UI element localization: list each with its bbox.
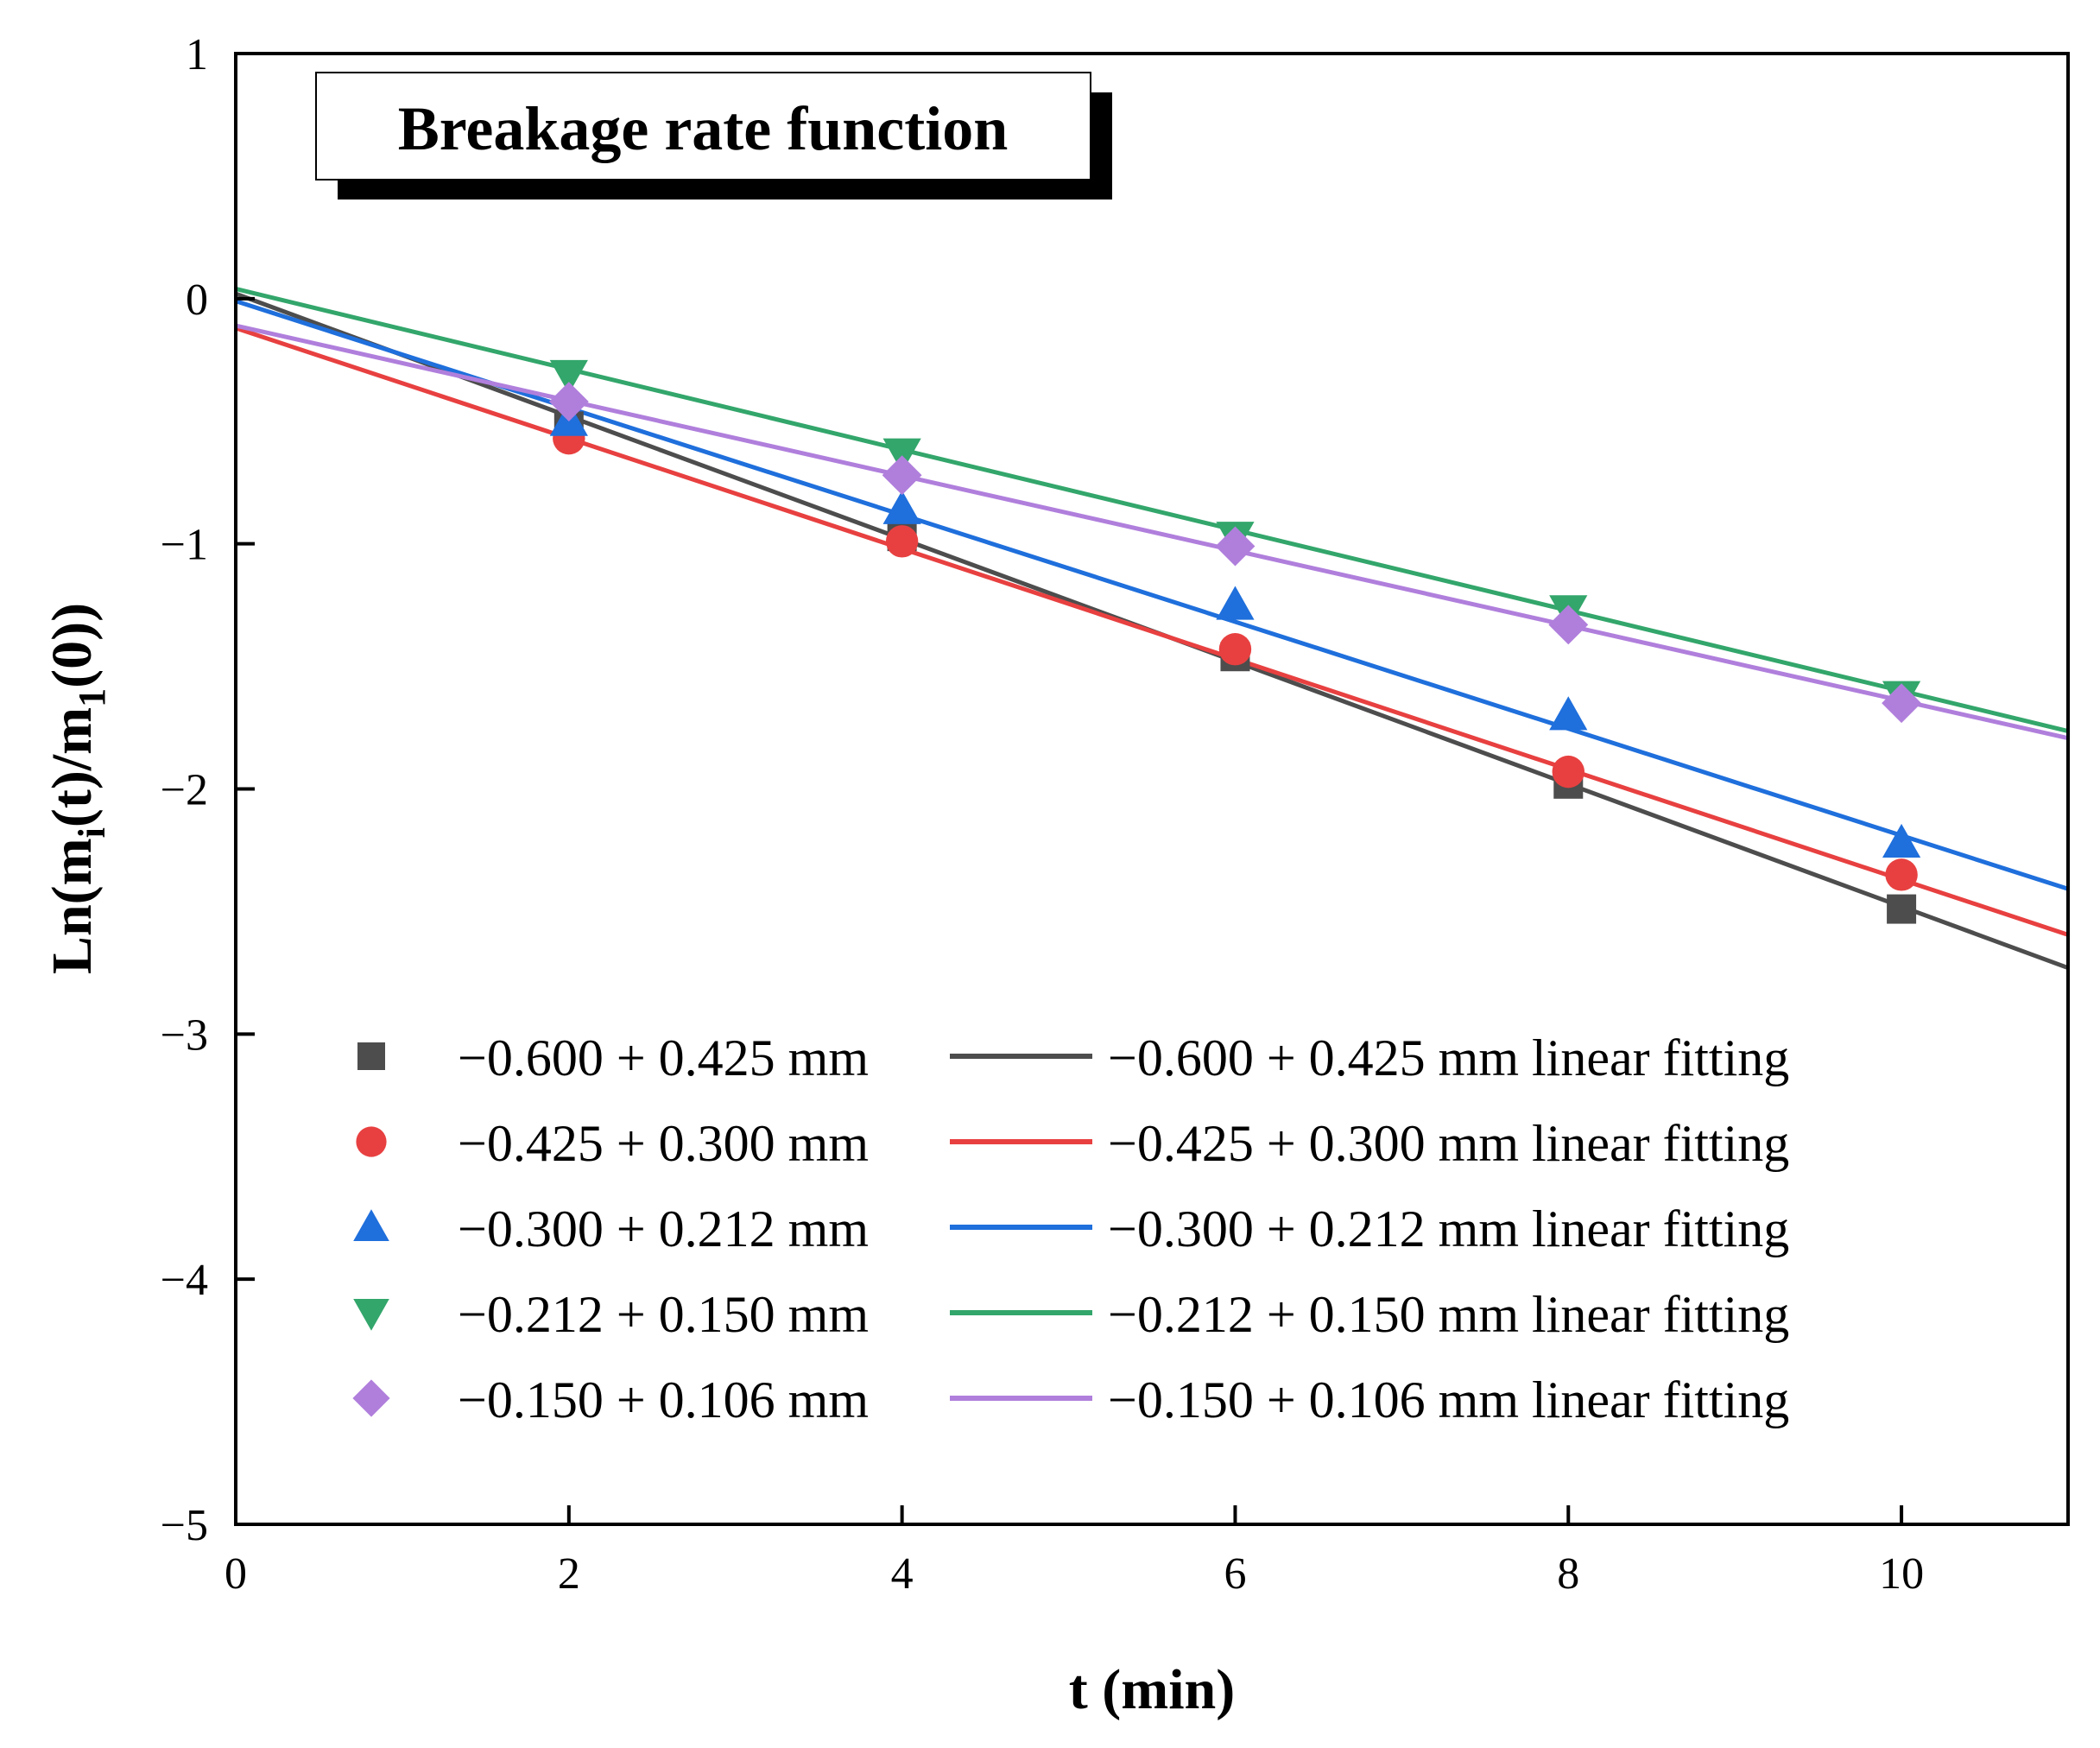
y-axis-title-part-1: Ln(m bbox=[41, 838, 104, 974]
data-markers bbox=[548, 359, 1922, 924]
x-tick-label: 0 bbox=[225, 1549, 247, 1599]
data-point-4-1 bbox=[549, 359, 588, 394]
y-tick-label: −2 bbox=[161, 766, 208, 815]
data-point-1-5 bbox=[1887, 894, 1917, 924]
legend-label-2: −0.425 + 0.300 mm bbox=[458, 1115, 869, 1172]
legend-label-5: −0.150 + 0.106 mm bbox=[458, 1371, 869, 1428]
data-point-3-5 bbox=[1882, 823, 1921, 858]
legend-fit-label-1: −0.600 + 0.425 mm linear fitting bbox=[1108, 1029, 1789, 1086]
legend-marker-4 bbox=[353, 1299, 389, 1331]
fit-line-3 bbox=[235, 299, 2069, 891]
legend-fit-label-5: −0.150 + 0.106 mm linear fitting bbox=[1108, 1371, 1789, 1428]
legend-fit-label-3: −0.300 + 0.212 mm linear fitting bbox=[1108, 1200, 1789, 1257]
title-box bbox=[315, 72, 1091, 180]
x-tick-label: 10 bbox=[1879, 1549, 1924, 1599]
data-point-5-3 bbox=[1215, 526, 1256, 567]
data-point-5-4 bbox=[1548, 605, 1589, 645]
data-point-2-2 bbox=[885, 525, 919, 558]
x-tick-label: 4 bbox=[891, 1549, 914, 1599]
data-point-3-4 bbox=[1549, 696, 1588, 731]
x-tick-label: 2 bbox=[558, 1549, 580, 1599]
legend-marker-1 bbox=[357, 1042, 385, 1070]
y-tick-label: −4 bbox=[161, 1256, 208, 1305]
data-point-3-2 bbox=[882, 490, 921, 524]
y-axis-title-part-3: (0)) bbox=[41, 603, 104, 688]
fit-line-5 bbox=[235, 323, 2069, 741]
legend-fit-label-4: −0.212 + 0.150 mm linear fitting bbox=[1108, 1286, 1789, 1343]
data-point-5-1 bbox=[548, 382, 589, 421]
legend-marker-2 bbox=[356, 1126, 387, 1157]
x-axis: 0 2 4 6 8 10 bbox=[225, 1505, 1924, 1599]
data-point-2-3 bbox=[1218, 633, 1252, 666]
data-point-2-4 bbox=[1552, 755, 1584, 788]
x-tick-label: 6 bbox=[1224, 1549, 1246, 1599]
y-tick-label: −1 bbox=[161, 521, 208, 570]
fit-line-4 bbox=[235, 287, 2069, 733]
chart-title: Breakage rate function bbox=[398, 94, 1009, 163]
data-point-2-5 bbox=[1885, 858, 1918, 891]
x-axis-title: t (min) bbox=[1069, 1658, 1235, 1721]
y-tick-label: −5 bbox=[161, 1501, 208, 1550]
legend-marker-5 bbox=[352, 1379, 390, 1417]
legend-label-4: −0.212 + 0.150 mm bbox=[458, 1286, 869, 1343]
y-axis-title-sub-2: 1 bbox=[71, 688, 113, 707]
legend-label-1: −0.600 + 0.425 mm bbox=[458, 1029, 869, 1086]
legend-marker-3 bbox=[353, 1209, 389, 1241]
y-axis-title: Ln(mi(t)/m1(0)) bbox=[41, 603, 113, 974]
y-tick-label: 0 bbox=[186, 276, 208, 325]
y-axis: 1 0 −1 −2 −3 −4 −5 bbox=[161, 30, 255, 1550]
data-point-3-3 bbox=[1216, 586, 1255, 620]
data-point-4-2 bbox=[882, 438, 921, 472]
x-tick-label: 8 bbox=[1557, 1549, 1579, 1599]
data-point-5-5 bbox=[1882, 683, 1922, 724]
fit-line-2 bbox=[235, 326, 2069, 937]
y-tick-label: 1 bbox=[186, 30, 208, 79]
legend-fit-label-2: −0.425 + 0.300 mm linear fitting bbox=[1108, 1115, 1789, 1172]
y-axis-title-sub-1: i bbox=[71, 827, 113, 838]
chart-title-box: Breakage rate function bbox=[315, 72, 1112, 200]
legend: −0.600 + 0.425 mm −0.600 + 0.425 mm linea… bbox=[352, 1029, 1789, 1428]
y-axis-title-part-2: (t)/m bbox=[41, 707, 104, 827]
fit-lines bbox=[235, 287, 2069, 971]
data-point-5-2 bbox=[882, 455, 922, 496]
legend-label-3: −0.300 + 0.212 mm bbox=[458, 1200, 869, 1257]
y-tick-label: −3 bbox=[161, 1010, 208, 1060]
